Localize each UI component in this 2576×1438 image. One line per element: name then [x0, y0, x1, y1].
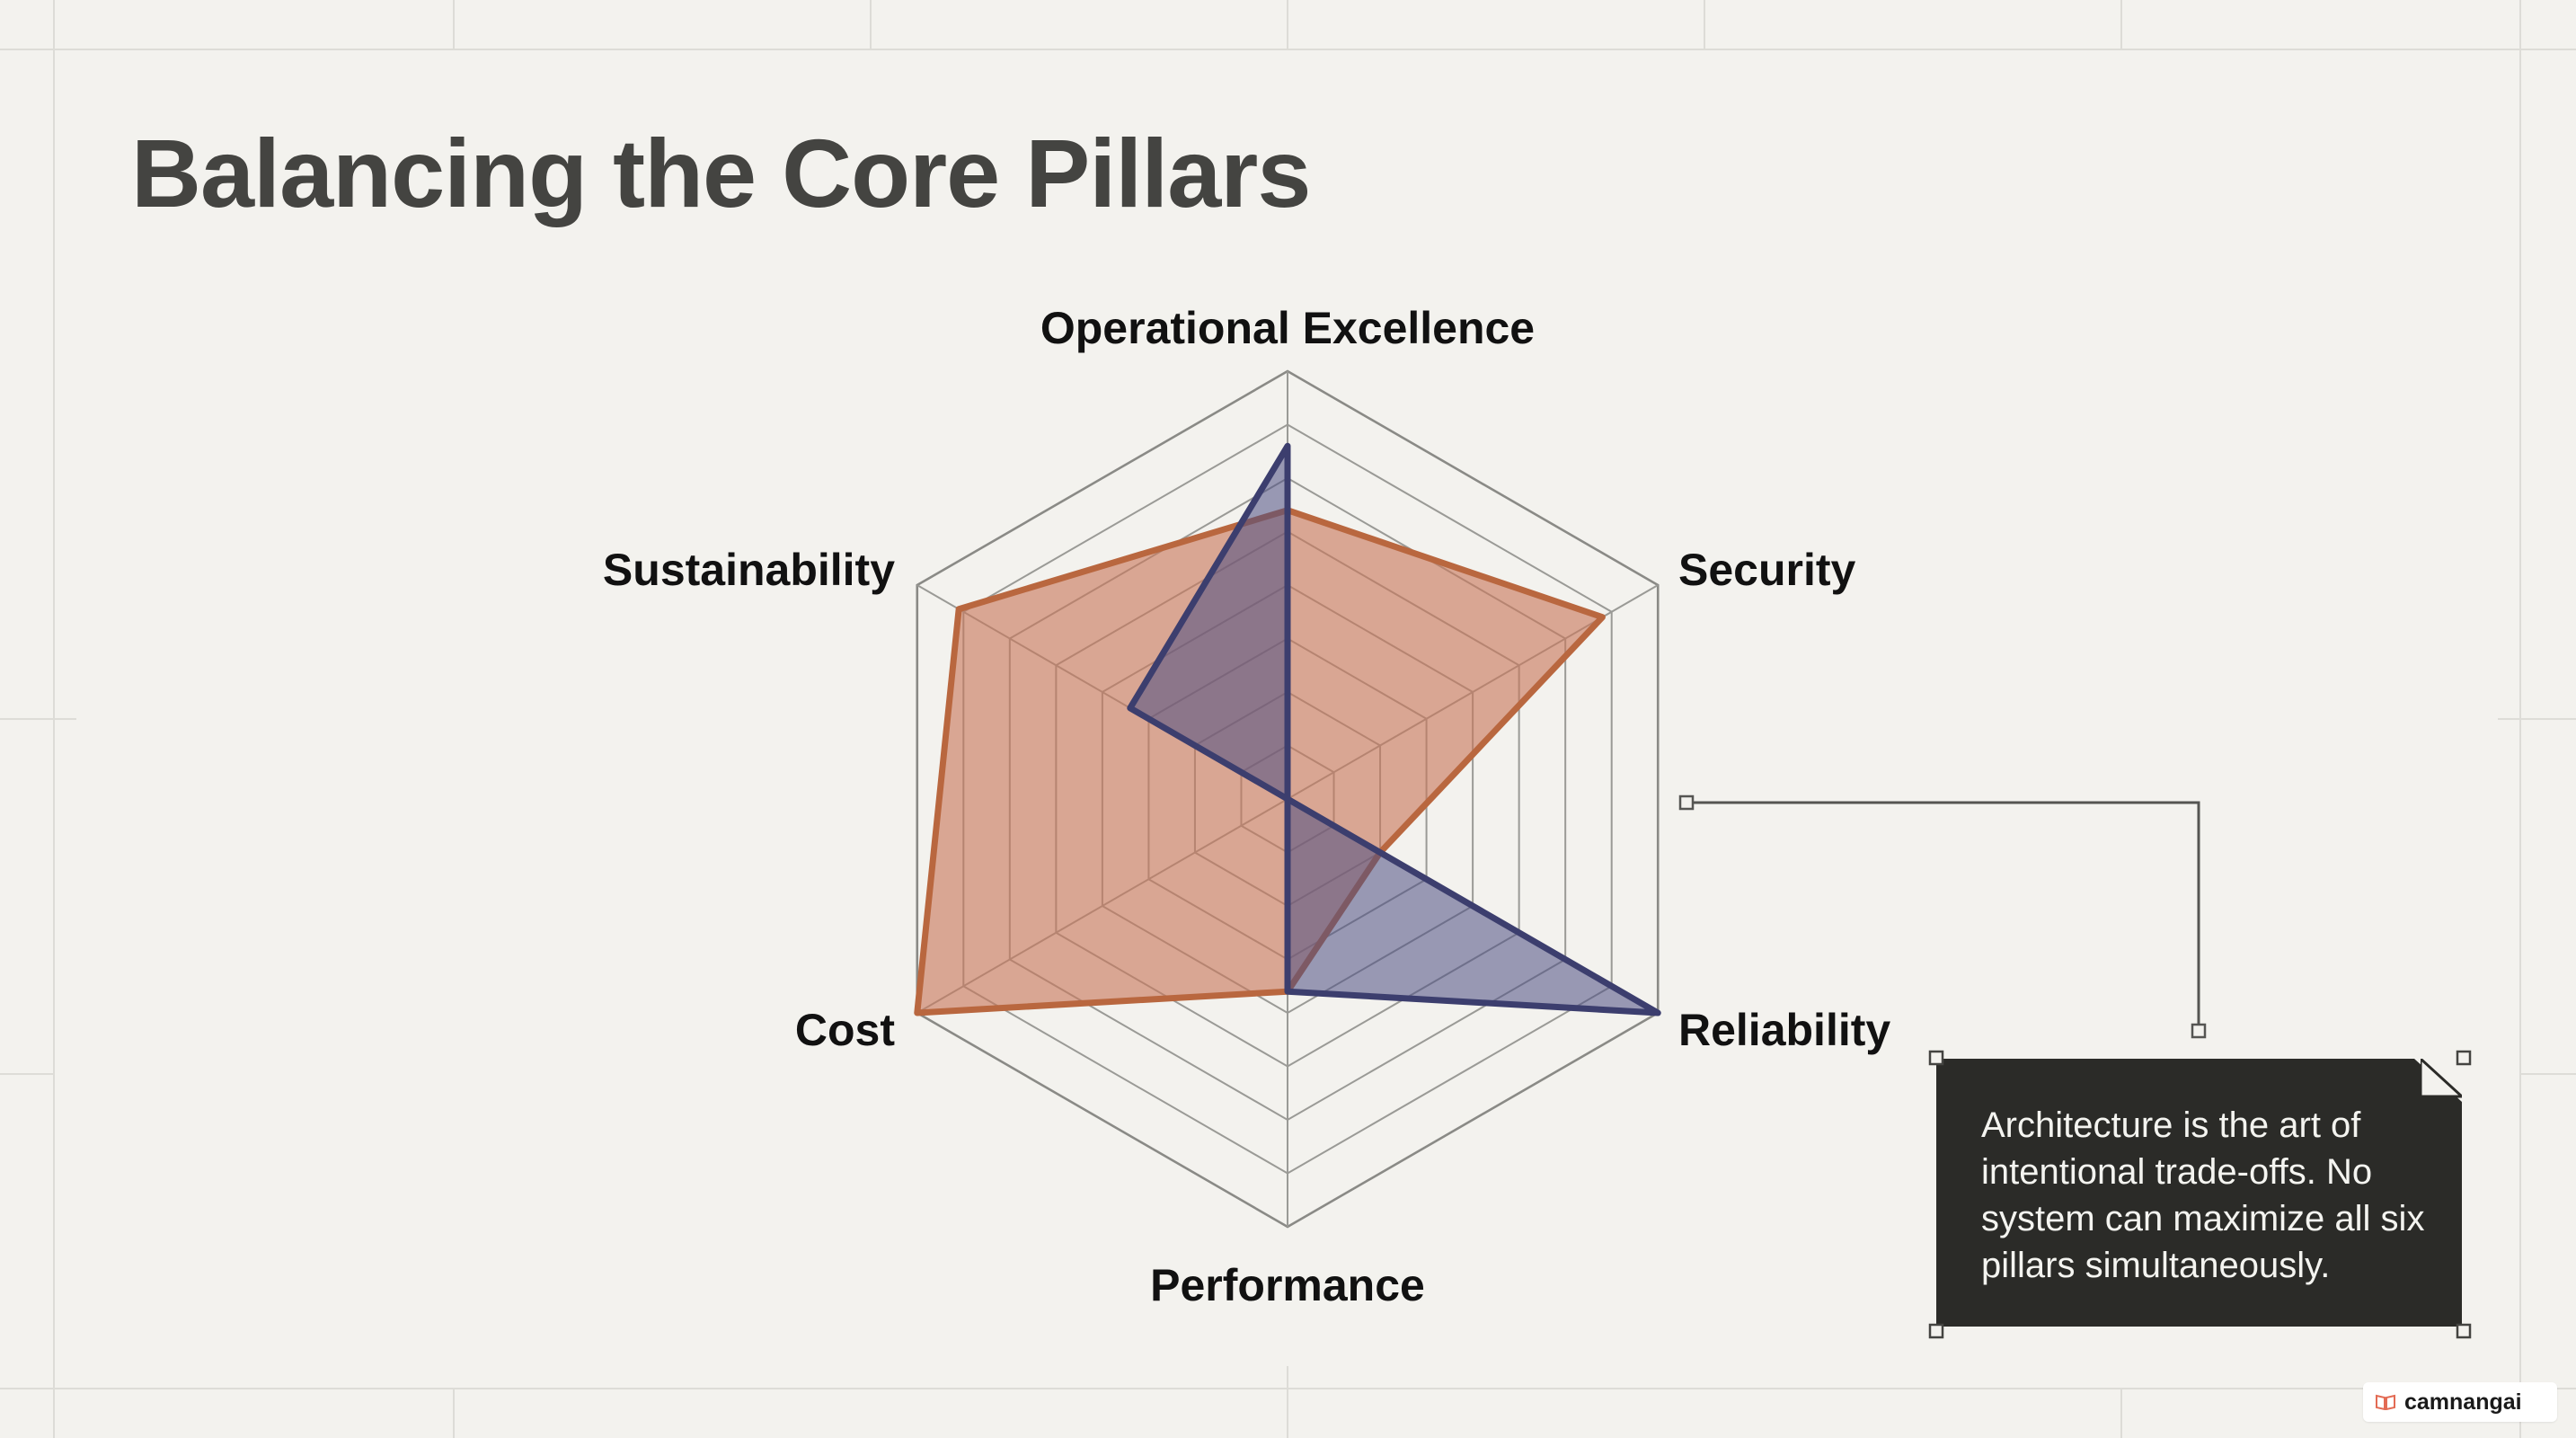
axis-label: Performance: [1150, 1260, 1425, 1310]
radar-axis-labels: Operational Excellence Security Reliabilit…: [603, 303, 1890, 1310]
book-icon: [2376, 1394, 2395, 1410]
axis-label: Operational Excellence: [1040, 303, 1535, 353]
callout-note: Architecture is the art of intentional t…: [1936, 1059, 2462, 1327]
page-fold-icon: [2421, 1059, 2462, 1098]
radar-series: [914, 442, 1661, 1016]
callout-text: Architecture is the art of intentional t…: [1981, 1105, 2425, 1285]
axis-label: Reliability: [1678, 1005, 1890, 1055]
axis-label: Cost: [795, 1005, 895, 1055]
slide-title: Balancing the Core Pillars: [131, 119, 1311, 227]
brand-badge: camnangai: [2363, 1382, 2557, 1422]
axis-label: Security: [1678, 545, 1856, 595]
brand-name: camnangai: [2404, 1389, 2522, 1415]
radar-series-b: [1127, 442, 1661, 1016]
axis-label: Sustainability: [603, 545, 895, 595]
